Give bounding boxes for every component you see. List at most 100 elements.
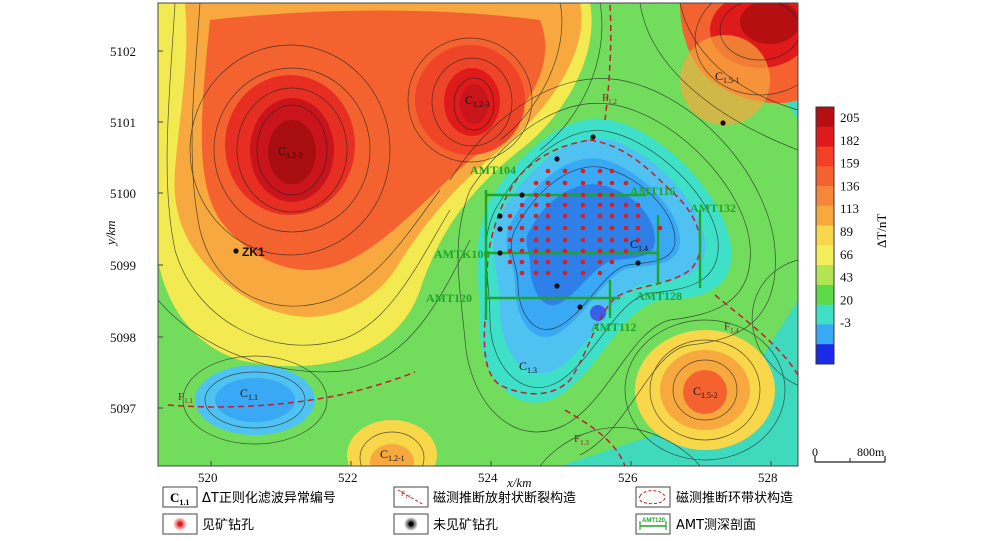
mineralized-drillhole (562, 213, 568, 219)
mineralized-drillhole (519, 259, 525, 265)
y-tick-5097: 5097 (110, 401, 137, 416)
y-tick-5099: 5099 (110, 258, 136, 273)
mineralized-drillhole (562, 180, 568, 186)
scale-bar: 0 800m (812, 445, 886, 463)
mineralized-drillhole (609, 202, 615, 208)
label-amt128: AMT128 (636, 289, 682, 303)
x-tick-526: 526 (618, 470, 638, 485)
mineralized-drillhole (623, 225, 629, 231)
mineralized-drillhole (545, 270, 551, 276)
scale-end: 800m (857, 445, 885, 459)
x-tick-524: 524 (478, 470, 498, 485)
label-amt112: AMT112 (591, 320, 636, 334)
colorbar (815, 106, 835, 365)
x-axis-label: x/km (506, 475, 532, 490)
label-zk1: ZK1 (242, 245, 265, 259)
y-axis-label: y/km (103, 220, 118, 247)
contour-field (158, 3, 798, 466)
label-amt104: AMT104 (470, 163, 516, 177)
mineralized-drillhole (562, 202, 568, 208)
colorbar-tick: 205 (840, 110, 860, 125)
colorbar-tick: -3 (840, 315, 851, 330)
colorbar-tick: 20 (840, 292, 853, 307)
mineralized-drillhole (533, 192, 539, 198)
mineralized-drillhole (580, 270, 586, 276)
mineralized-drillhole (507, 225, 513, 231)
mineralized-drillhole (533, 225, 539, 231)
colorbar-swatch (816, 166, 834, 187)
legend-fault-icon: F1.1 (401, 490, 412, 500)
label-f14: F1.4 (724, 321, 739, 335)
mineralized-drillhole (635, 213, 641, 219)
colorbar-tick: 182 (840, 133, 860, 148)
mineralized-drillhole (597, 237, 603, 243)
mineralized-drillhole (507, 213, 513, 219)
legend-found-text: 见矿钻孔 (202, 518, 254, 533)
mineralized-drillhole (545, 168, 551, 174)
mineralized-drillhole (597, 270, 603, 276)
mineralized-drillhole (545, 192, 551, 198)
label-c11: C1.1 (240, 386, 258, 402)
mineralized-drillhole (507, 259, 513, 265)
label-f13: F1.3 (574, 433, 589, 447)
colorbar-tick: 136 (840, 178, 860, 193)
scale-start: 0 (812, 445, 818, 459)
mineralized-drillhole (580, 192, 586, 198)
colorbar-swatch (816, 284, 834, 306)
colorbar-swatch (816, 304, 834, 325)
label-amtk100: AMTK100 (434, 247, 489, 261)
mineralized-drillhole (580, 248, 586, 254)
mineralized-drillhole (562, 237, 568, 243)
mineralized-drillhole (580, 237, 586, 243)
mineralized-drillhole (533, 237, 539, 243)
mineralized-drillhole (609, 248, 615, 254)
legend-anomaly-text: ΔT正则化滤波异常编号 (202, 491, 336, 506)
legend-ring-text: 磁测推断环带状构造 (676, 491, 793, 506)
mineralized-drillhole (609, 237, 615, 243)
label-c14: C1.4 (630, 237, 648, 253)
y-tick-5100: 5100 (110, 186, 136, 201)
mineralized-drillhole (519, 237, 525, 243)
legend-radial-text: 磁测推断放射状断裂构造 (433, 490, 576, 506)
mineralized-drillhole (519, 213, 525, 219)
mineralized-drillhole (635, 225, 641, 231)
mineralized-drillhole (609, 259, 615, 265)
label-amt132: AMT132 (690, 201, 736, 215)
colorbar-label: ΔT/nT (874, 214, 889, 248)
label-f11: F1.1 (178, 391, 193, 405)
mineralized-drillhole (580, 225, 586, 231)
mineralized-drillhole (609, 180, 615, 186)
label-c123: C1.2-3 (465, 93, 490, 109)
mineralized-drillhole (623, 248, 629, 254)
mineralized-drillhole (533, 213, 539, 219)
colorbar-swatch (816, 225, 834, 246)
x-tick-528: 528 (758, 470, 778, 485)
x-tick-520: 520 (198, 470, 218, 485)
mineralized-drillhole (597, 213, 603, 219)
colorbar-swatch (816, 205, 834, 227)
colorbar-tick: 89 (840, 224, 853, 239)
mineralized-drillhole (545, 259, 551, 265)
mineralized-drillhole (609, 225, 615, 231)
mineralized-drillhole (657, 225, 663, 231)
mineralized-drillhole (519, 270, 525, 276)
mineralized-drillhole (609, 213, 615, 219)
mineralized-drillhole (562, 248, 568, 254)
mineralized-drillhole (597, 248, 603, 254)
mineralized-drillhole (580, 180, 586, 186)
label-c121: C1.2-1 (380, 447, 405, 463)
mineralized-drillhole (580, 168, 586, 174)
legend-notfound-text: 未见矿钻孔 (433, 518, 498, 533)
mineralized-drillhole (545, 225, 551, 231)
mineralized-drillhole (562, 168, 568, 174)
y-tick-5098: 5098 (110, 330, 136, 345)
colorbar-swatch (816, 324, 834, 345)
mineralized-drillhole (545, 248, 551, 254)
legend: C1.1 ΔT正则化滤波异常编号 F1.1 磁测推断放射状断裂构造 磁测推断环带… (162, 486, 793, 535)
mineralized-drillhole (597, 259, 603, 265)
y-tick-5101: 5101 (110, 115, 136, 130)
colorbar-swatch (816, 186, 834, 207)
mineralized-drillhole (533, 248, 539, 254)
amt-profiles (484, 190, 702, 320)
